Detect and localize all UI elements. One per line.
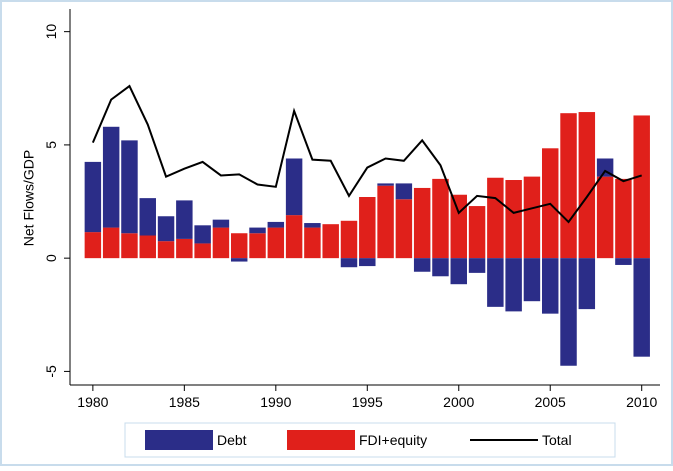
bar — [615, 178, 632, 259]
legend-label: FDI+equity — [359, 432, 427, 448]
bar — [359, 258, 376, 267]
bar — [542, 258, 559, 314]
legend-label: Total — [542, 432, 572, 448]
bar — [596, 158, 614, 177]
y-tick-label: 0 — [43, 254, 59, 262]
bar — [377, 185, 394, 259]
bar — [84, 161, 102, 233]
bar — [121, 233, 138, 259]
y-tick-label: 5 — [43, 141, 59, 149]
bar — [560, 258, 577, 366]
bar — [157, 241, 175, 259]
bar — [377, 183, 394, 186]
bar — [450, 194, 467, 259]
bar — [505, 258, 522, 312]
x-tick-label: 2010 — [626, 394, 657, 410]
x-tick-label: 1990 — [260, 394, 291, 410]
bar — [121, 140, 138, 234]
legend-swatch — [287, 430, 355, 450]
y-tick-label: -5 — [43, 365, 59, 378]
y-tick-label: 10 — [43, 24, 59, 40]
bar — [194, 243, 211, 259]
bar — [267, 221, 285, 228]
bar — [194, 225, 211, 244]
bar — [505, 180, 522, 259]
bar — [340, 258, 358, 268]
bar — [450, 258, 467, 285]
bar — [304, 227, 321, 259]
bar — [432, 258, 449, 277]
bar — [596, 176, 614, 259]
bar — [102, 227, 120, 259]
bar — [212, 227, 230, 259]
bar — [212, 219, 230, 228]
bar — [487, 258, 504, 307]
bar — [578, 258, 596, 310]
bar — [285, 158, 303, 216]
line — [91, 84, 643, 224]
bar — [359, 197, 376, 259]
x-tick-label: 2005 — [535, 394, 566, 410]
x-tick-label: 1980 — [77, 394, 108, 410]
bar — [413, 187, 431, 259]
bar — [560, 113, 577, 259]
bar — [249, 227, 266, 234]
bar — [340, 220, 358, 259]
bar — [249, 233, 266, 259]
legend-swatch — [145, 430, 213, 450]
bar — [615, 258, 632, 265]
bar — [176, 238, 193, 259]
bar — [413, 258, 431, 272]
y-axis-label: Net Flows/GDP — [21, 150, 37, 246]
bar — [102, 126, 120, 228]
bar — [468, 206, 486, 259]
bar — [176, 200, 193, 239]
bar — [523, 176, 541, 259]
bar — [395, 199, 413, 259]
bar — [468, 258, 486, 273]
bar — [578, 112, 596, 259]
bar — [633, 258, 650, 357]
bar — [285, 215, 303, 259]
bar — [432, 178, 449, 259]
bar — [157, 216, 175, 242]
bar — [322, 224, 339, 259]
bar — [304, 223, 321, 228]
bar — [84, 232, 102, 259]
bar — [139, 235, 156, 259]
x-tick-label: 2000 — [443, 394, 474, 410]
bar — [523, 258, 541, 302]
bar — [487, 177, 504, 259]
x-tick-label: 1995 — [352, 394, 383, 410]
bar — [395, 183, 413, 200]
bar — [139, 198, 156, 236]
bar — [267, 227, 285, 259]
x-tick-label: 1985 — [169, 394, 200, 410]
bar — [230, 258, 248, 262]
legend-label: Debt — [217, 432, 247, 448]
bar — [230, 233, 248, 259]
bar — [633, 115, 650, 259]
